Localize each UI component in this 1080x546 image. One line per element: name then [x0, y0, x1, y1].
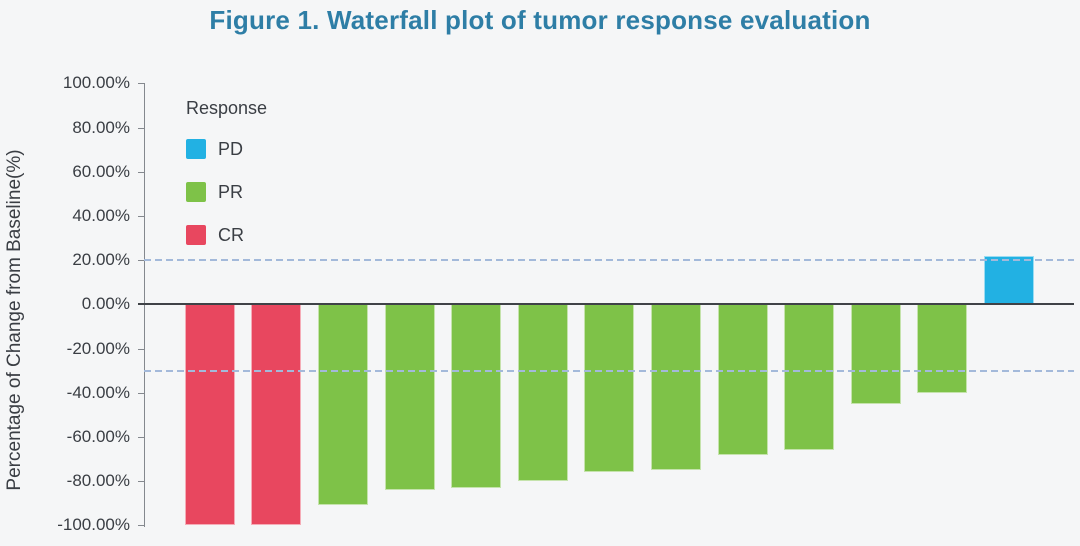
y-tick-label: 80.00%: [72, 117, 130, 137]
figure-title: Figure 1. Waterfall plot of tumor respon…: [209, 5, 871, 35]
y-tick-label: -20.00%: [66, 338, 130, 358]
bar-6-pr: [517, 304, 568, 482]
bar-11-pr: [850, 304, 901, 404]
y-tick-label: 20.00%: [72, 250, 130, 270]
reference-line-20pct: [144, 259, 1074, 262]
bar-10-pr: [784, 304, 835, 451]
legend-items: PD PR CR: [186, 139, 267, 245]
legend: Response PD PR CR: [186, 98, 267, 268]
y-tick-mark: [138, 171, 144, 173]
legend-label-pr: PR: [218, 181, 244, 202]
y-tick-label: 40.00%: [72, 205, 130, 225]
y-tick-label: 0.00%: [81, 294, 130, 314]
bar-1-cr: [184, 304, 235, 526]
legend-item-pr[interactable]: PR: [186, 182, 267, 202]
legend-label-cr: CR: [218, 224, 244, 245]
bar-9-pr: [717, 304, 768, 455]
legend-swatch-pd-icon: [186, 139, 206, 159]
y-tick-mark: [138, 481, 144, 483]
y-tick-mark: [138, 127, 144, 129]
legend-swatch-cr-icon: [186, 225, 206, 245]
bar-3-pr: [317, 304, 368, 506]
legend-title: Response: [186, 98, 268, 118]
y-tick-mark: [138, 83, 144, 85]
bar-7-pr: [584, 304, 635, 473]
y-tick-label: -100.00%: [57, 515, 130, 535]
y-tick-mark: [138, 436, 144, 438]
legend-swatch-pr-icon: [186, 182, 206, 202]
y-tick-mark: [138, 392, 144, 394]
bar-5-pr: [451, 304, 502, 488]
zero-baseline: [138, 303, 1074, 306]
legend-item-pd[interactable]: PD: [186, 139, 267, 159]
reference-line--30pct: [144, 369, 1074, 372]
y-tick-mark: [138, 348, 144, 350]
y-tick-label: 100.00%: [62, 73, 130, 93]
y-tick-label: 60.00%: [72, 161, 130, 181]
y-tick-label: -60.00%: [66, 426, 130, 446]
y-tick-mark: [138, 525, 144, 527]
bar-8-pr: [650, 304, 701, 471]
bar-4-pr: [384, 304, 435, 490]
bar-13-pd: [983, 255, 1034, 305]
bar-2-cr: [251, 304, 302, 526]
y-tick-label: -80.00%: [66, 471, 130, 491]
bar-12-pr: [917, 304, 968, 393]
legend-label-pd: PD: [218, 138, 244, 159]
y-tick-mark: [138, 260, 144, 262]
legend-item-cr[interactable]: CR: [186, 225, 267, 245]
y-tick-label: -40.00%: [66, 382, 130, 402]
y-tick-mark: [138, 215, 144, 217]
